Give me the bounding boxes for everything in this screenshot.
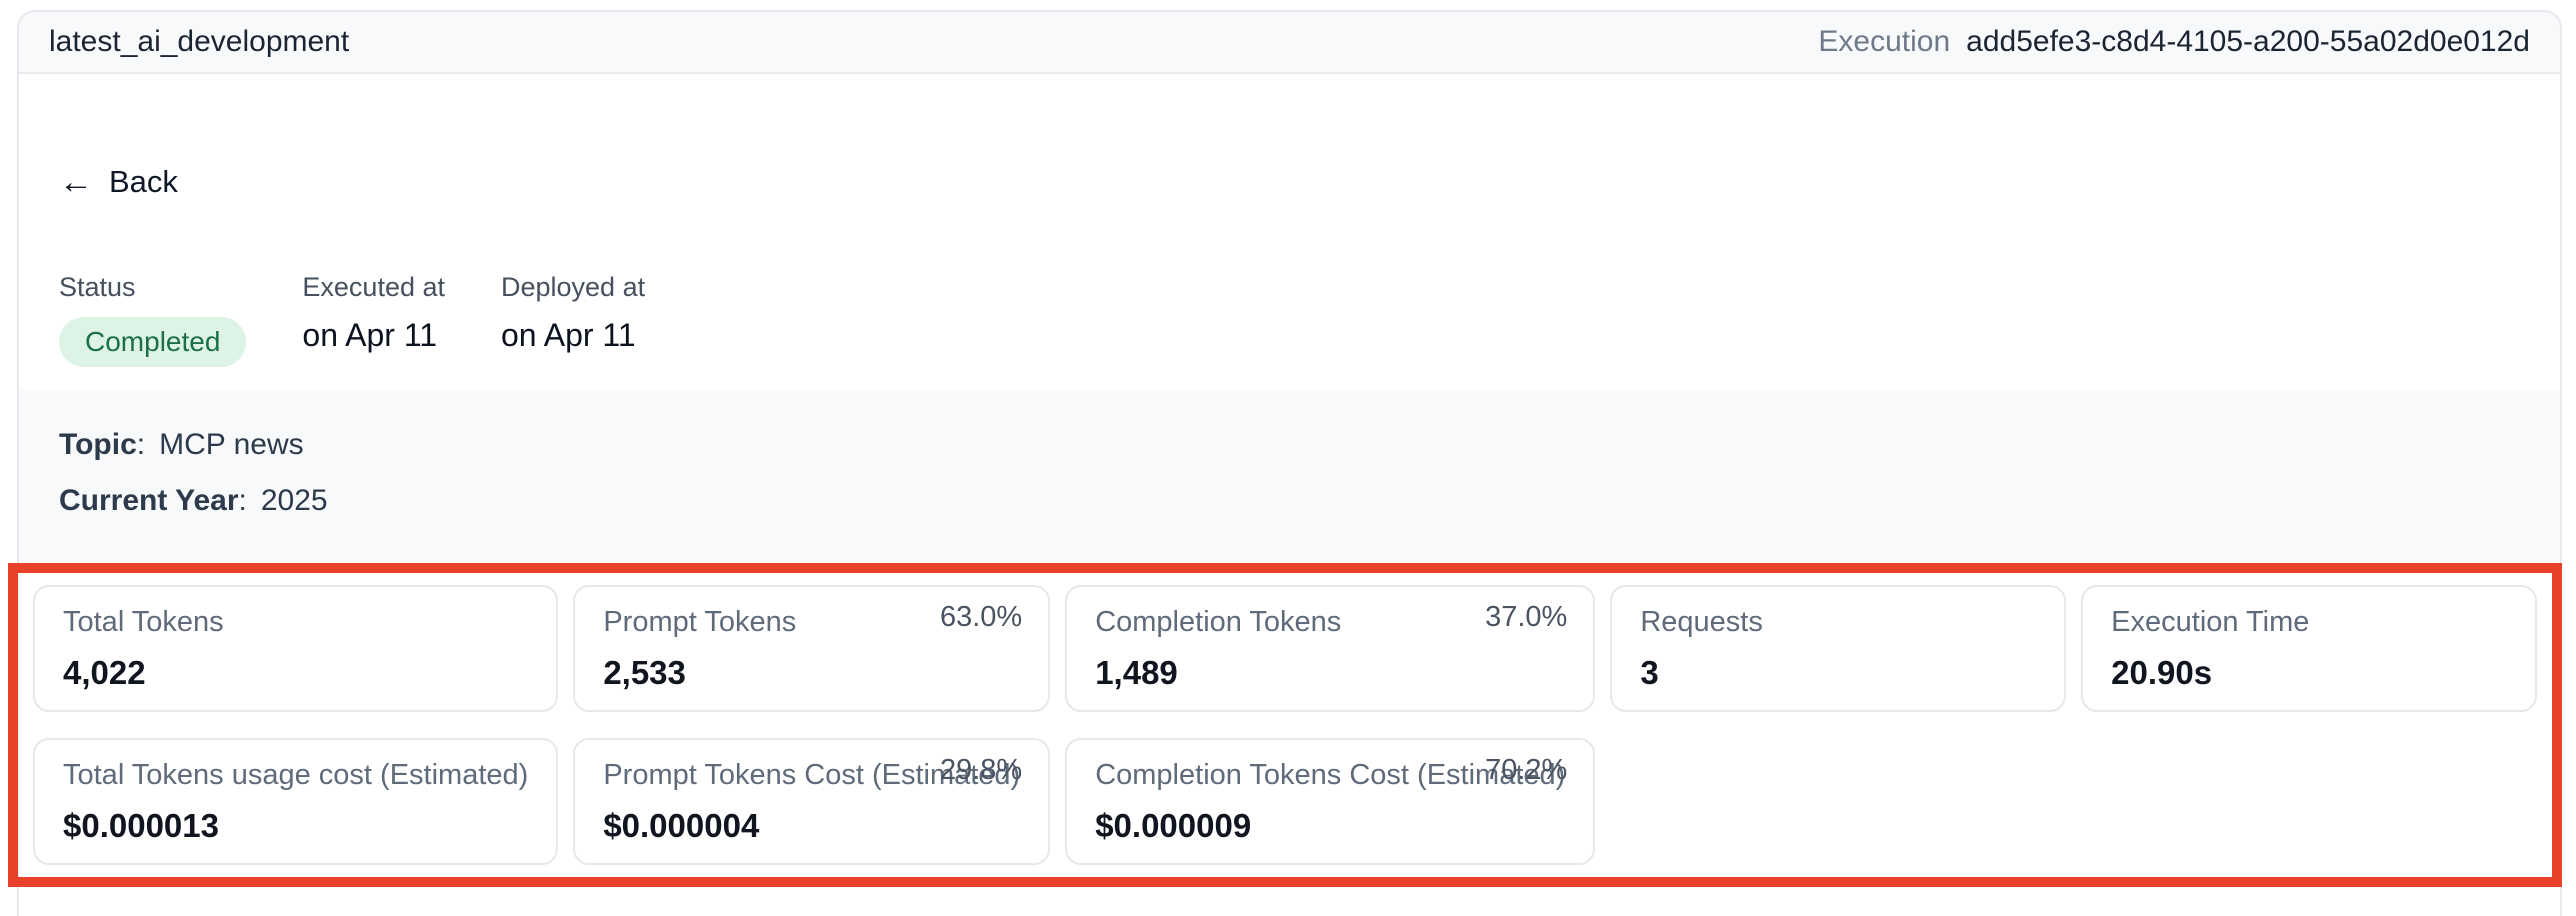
deployed-at-column: Deployed at on Apr 11	[501, 272, 645, 354]
metric-percentage: 37.0%	[1485, 601, 1568, 633]
deployed-at-label: Deployed at	[501, 272, 646, 302]
metric-label: Total Tokens usage cost (Estimated)	[63, 758, 529, 791]
metric-card: 63.0% Prompt Tokens 2,533	[573, 585, 1051, 712]
metric-label: Completion Tokens	[1095, 605, 1342, 638]
input-value: MCP news	[159, 428, 304, 461]
inputs-section: Topic: MCP news Current Year: 2025	[19, 390, 2560, 571]
metric-card: Total Tokens usage cost (Estimated) $0.0…	[33, 738, 559, 865]
execution-id: add5efe3-c8d4-4105-a200-55a02d0e012d	[1966, 25, 2530, 58]
executed-at-column: Executed at on Apr 11	[302, 272, 445, 354]
metric-percentage: 70.2%	[1485, 754, 1568, 786]
executed-at-label: Executed at	[302, 272, 445, 302]
metric-label: Execution Time	[2111, 605, 2310, 638]
metric-value: $0.000009	[1095, 806, 1252, 844]
metric-label: Total Tokens	[63, 605, 224, 638]
metric-card: Execution Time 20.90s	[2081, 585, 2537, 712]
status-column: Status Completed	[59, 272, 247, 367]
metric-value: 4,022	[63, 653, 146, 691]
card-header: latest_ai_development Execution add5efe3…	[19, 12, 2560, 74]
metric-percentage: 63.0%	[939, 601, 1023, 633]
metric-card: 37.0% Completion Tokens 1,489	[1065, 585, 1596, 712]
annotation-box: Total Tokens 4,022 63.0% Prompt Tokens 2…	[8, 563, 2562, 887]
deployed-at-value: on Apr 11	[501, 317, 636, 353]
metric-value: 2,533	[603, 653, 686, 691]
metric-label: Prompt Tokens	[603, 605, 797, 638]
input-row: Topic: MCP news	[59, 430, 2530, 460]
metric-value: 3	[1640, 653, 1659, 691]
metrics-grid: Total Tokens 4,022 63.0% Prompt Tokens 2…	[33, 585, 2537, 865]
status-badge: Completed	[59, 317, 247, 367]
back-label: Back	[109, 164, 178, 199]
back-row: ← Back	[19, 74, 2560, 200]
metric-card: Total Tokens 4,022	[33, 585, 559, 712]
input-label: Current Year	[59, 484, 239, 517]
status-label: Status	[59, 272, 136, 302]
crew-name: latest_ai_development	[49, 25, 350, 58]
execution-id-group: Execution add5efe3-c8d4-4105-a200-55a02d…	[1818, 25, 2530, 59]
metric-label: Completion Tokens Cost (Estimated)	[1095, 758, 1566, 791]
back-arrow-icon: ←	[59, 163, 93, 201]
metric-value: 20.90s	[2111, 653, 2213, 691]
metric-value: $0.000004	[603, 806, 760, 844]
execution-label: Execution	[1818, 25, 1951, 58]
input-separator: :	[136, 428, 146, 461]
status-row: Status Completed Executed at on Apr 11 D…	[19, 200, 2560, 367]
input-value: 2025	[260, 484, 328, 517]
metric-card: 29.8% Prompt Tokens Cost (Estimated) $0.…	[573, 738, 1051, 865]
back-button[interactable]: ← Back	[59, 164, 178, 200]
metric-value: 1,489	[1095, 653, 1178, 691]
metric-card: Requests 3	[1610, 585, 2067, 712]
metric-card: 70.2% Completion Tokens Cost (Estimated)…	[1065, 738, 1596, 865]
metric-value: $0.000013	[63, 806, 219, 844]
input-label: Topic	[59, 428, 137, 461]
metric-label: Requests	[1640, 605, 1763, 638]
metric-percentage: 29.8%	[939, 754, 1023, 786]
input-separator: :	[238, 484, 247, 517]
executed-at-value: on Apr 11	[302, 317, 438, 353]
metric-label: Prompt Tokens Cost (Estimated)	[603, 758, 1021, 791]
input-row: Current Year: 2025	[59, 486, 2530, 516]
